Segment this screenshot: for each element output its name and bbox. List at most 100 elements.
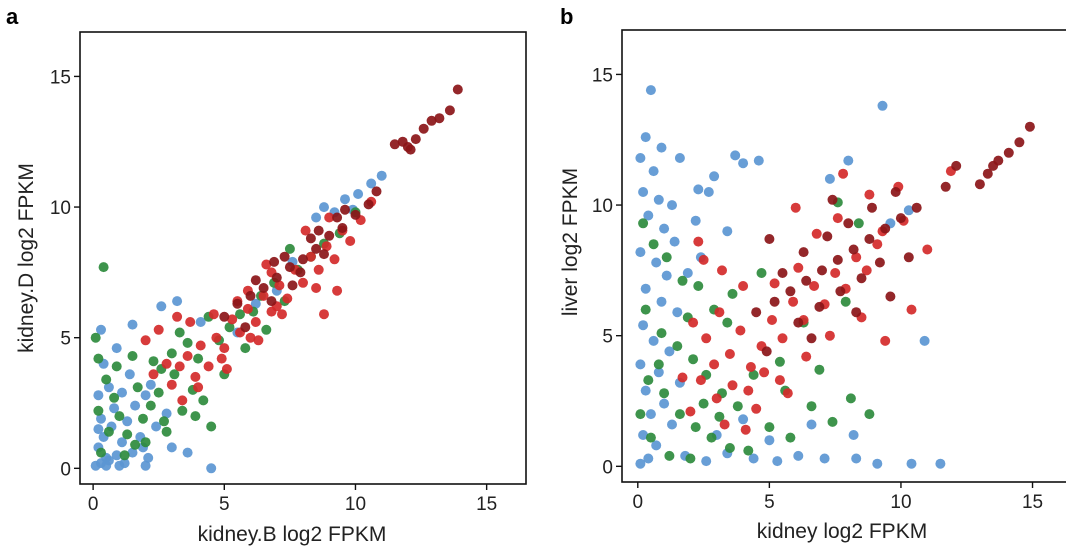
panel-a-point-darkred bbox=[319, 249, 329, 260]
panel-b-point-blue bbox=[693, 184, 704, 195]
panel-a-point-red bbox=[329, 254, 340, 265]
panel-b-point-darkred bbox=[890, 187, 901, 197]
panel-a-point-red bbox=[190, 371, 201, 382]
panel-b-point-green bbox=[727, 288, 738, 299]
panel-a-point-green bbox=[240, 343, 251, 354]
panel-a-point-darkred bbox=[295, 267, 306, 278]
panel-a-point-red bbox=[177, 395, 188, 406]
panel-b-point-blue bbox=[703, 187, 714, 197]
panel-b-point-green bbox=[748, 369, 759, 380]
panel-b-point-green bbox=[714, 411, 725, 422]
panel-b-point-darkred bbox=[895, 213, 906, 224]
panel-b-point-green bbox=[864, 409, 875, 420]
panel-a-point-darkred bbox=[298, 254, 308, 265]
panel-a-point-blue bbox=[195, 317, 206, 327]
panel-b-point-blue bbox=[659, 398, 670, 409]
panel-a-point-blue bbox=[143, 452, 154, 463]
panel-a-point-green bbox=[103, 426, 114, 437]
panel-a-point-blue bbox=[156, 301, 167, 312]
panel-a-point-red bbox=[313, 264, 324, 275]
panel-b-point-green bbox=[732, 401, 743, 412]
panel-a-point-green bbox=[98, 262, 109, 273]
panel-a-point-blue bbox=[140, 390, 151, 401]
panel-b-point-blue bbox=[806, 419, 817, 430]
panel-a-point-blue bbox=[166, 442, 177, 453]
panel-a-xtick-label: 5 bbox=[219, 494, 230, 515]
panel-b-point-green bbox=[648, 239, 659, 250]
panel-b-point-green bbox=[724, 443, 735, 453]
panel-a-point-darkred bbox=[389, 139, 400, 150]
panel-a-point-red bbox=[216, 353, 227, 364]
panel-b-point-blue bbox=[674, 153, 685, 163]
panel-b-point-red bbox=[774, 375, 785, 386]
panel-a-point-green bbox=[182, 337, 193, 348]
panel-a-point-blue bbox=[172, 296, 183, 307]
panel-a-point-blue bbox=[250, 298, 261, 309]
panel-a-xtick-label: 15 bbox=[476, 494, 497, 515]
panel-b-point-blue bbox=[635, 153, 646, 163]
panel-a-point-blue bbox=[117, 387, 127, 398]
panel-b-ytick-label: 5 bbox=[602, 327, 613, 348]
panel-b-point-blue bbox=[643, 210, 654, 221]
panel-a-point-darkred bbox=[426, 115, 437, 126]
panel-b-xtick-label: 0 bbox=[633, 492, 644, 513]
panel-a-point-green bbox=[153, 387, 164, 398]
panel-a-point-blue bbox=[376, 170, 387, 181]
panel-a-xtick-label: 0 bbox=[88, 494, 99, 515]
panel-a-point-blue bbox=[311, 212, 322, 223]
panel-b-point-darkred bbox=[751, 307, 762, 318]
panel-b-point-darkred bbox=[785, 286, 796, 297]
panel-b-point-blue bbox=[635, 458, 646, 469]
panel-b-point-blue bbox=[638, 430, 649, 440]
panel-a-point-green bbox=[190, 411, 201, 422]
panel-b-point-red bbox=[740, 424, 751, 435]
panel-b-point-green bbox=[722, 317, 733, 328]
panel-b-point-green bbox=[827, 416, 838, 427]
panel-b-point-red bbox=[709, 359, 720, 370]
panel-b-point-blue bbox=[709, 171, 720, 182]
panel-a-point-darkred bbox=[324, 230, 335, 241]
panel-b-point-darkred bbox=[940, 181, 951, 192]
panel-b-point-blue bbox=[919, 335, 930, 346]
panel-b-point-green bbox=[688, 354, 699, 365]
panel-b-point-red bbox=[864, 189, 875, 200]
panel-a-point-blue bbox=[340, 194, 350, 205]
panel-b: b 0 5 10 15 0 5 10 15 kidney log2 FPKM liver lo… bbox=[559, 4, 1066, 543]
panel-a-point-green bbox=[119, 450, 130, 461]
panel-b-point-blue bbox=[648, 166, 659, 177]
panel-b-point-green bbox=[677, 275, 688, 286]
panel-b-point-red bbox=[809, 281, 820, 291]
panel-b-point-darkred bbox=[982, 168, 993, 179]
panel-b-point-red bbox=[793, 262, 804, 273]
panel-b-point-blue bbox=[635, 247, 646, 258]
panel-b-point-darkred bbox=[843, 218, 854, 229]
panel-b-point-blue bbox=[682, 268, 693, 278]
panel-b-point-red bbox=[751, 403, 762, 414]
panel-a-point-darkred bbox=[284, 262, 295, 273]
panel-b-point-darkred bbox=[769, 296, 780, 307]
panel-b-point-green bbox=[656, 328, 667, 339]
panel-b-point-green bbox=[853, 218, 864, 229]
panel-a-point-blue bbox=[151, 421, 162, 432]
panel-b-point-darkred bbox=[798, 247, 809, 258]
panel-b-point-blue bbox=[635, 359, 646, 370]
panel-a-point-darkred bbox=[371, 186, 382, 197]
panel-a-letter: a bbox=[6, 4, 19, 29]
panel-a-point-red bbox=[298, 277, 308, 288]
panel-b-point-red bbox=[769, 278, 780, 289]
panel-a-point-red bbox=[166, 379, 177, 390]
panel-a-point-blue bbox=[117, 437, 127, 448]
panel-b-point-red bbox=[717, 265, 727, 276]
panel-b-ylabel: liver log2 FPKM bbox=[559, 168, 582, 316]
panel-b-point-green bbox=[645, 432, 656, 443]
panel-a-point-green bbox=[93, 353, 104, 364]
panel-a-point-darkred bbox=[350, 209, 361, 220]
panel-b-point-green bbox=[764, 422, 775, 433]
panel-a-point-blue bbox=[103, 382, 114, 393]
panel-a-point-green bbox=[224, 322, 235, 333]
panel-b-point-green bbox=[756, 268, 767, 278]
panel-a-point-green bbox=[174, 327, 185, 338]
panel-a-point-darkred bbox=[279, 251, 290, 262]
panel-a-point-blue bbox=[96, 413, 106, 424]
